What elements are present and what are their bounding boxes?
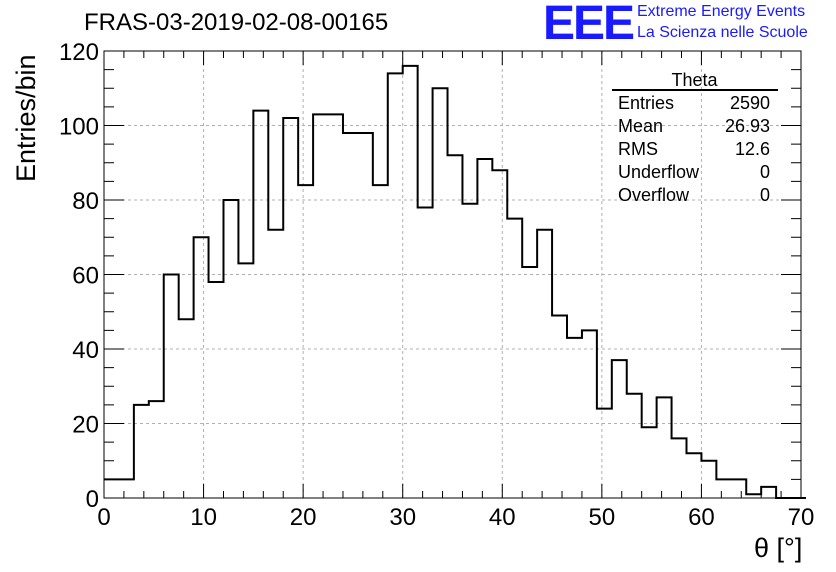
x-axis-title: θ [°] [754,533,803,563]
y-tick-label-4: 80 [72,188,99,215]
x-tick-label-1: 10 [190,504,217,531]
stats-box-title: Theta [671,70,718,90]
y-axis-title: Entries/bin [11,54,41,182]
stats-value-underflow: 0 [759,162,770,182]
y-tick-label-2: 40 [72,337,99,364]
stats-label-overflow: Overflow [618,185,690,205]
eee-logo: EEE [543,0,635,50]
x-tick-label-5: 50 [589,504,616,531]
x-tick-label-0: 0 [97,504,110,531]
y-tick-label-1: 20 [72,412,99,439]
stats-value-entries: 2590 [729,93,770,113]
y-tick-label-6: 120 [59,39,99,66]
stats-label-entries: Entries [618,93,675,113]
x-tick-label-3: 30 [389,504,416,531]
x-tick-label-7: 70 [788,504,815,531]
y-tick-label-5: 100 [59,114,99,141]
stats-value-rms: 12.6 [734,139,770,159]
stats-label-mean: Mean [618,116,664,136]
chart-title: FRAS-03-2019-02-08-00165 [84,9,389,36]
y-tick-label-3: 60 [72,263,99,290]
x-tick-label-6: 60 [688,504,715,531]
plot-frame [103,50,802,499]
stats-label-underflow: Underflow [618,162,700,182]
histogram-series [104,64,806,499]
x-tick-label-4: 40 [489,504,516,531]
logo-line-2: La Scienza nelle Scuole [637,24,808,41]
logo-line-1: Extreme Energy Events [637,3,806,20]
stats-value-overflow: 0 [759,185,770,205]
y-tick-label-0: 0 [86,486,99,513]
stats-label-rms: RMS [618,139,658,159]
stats-value-mean: 26.93 [724,116,770,136]
x-tick-label-2: 20 [290,504,317,531]
